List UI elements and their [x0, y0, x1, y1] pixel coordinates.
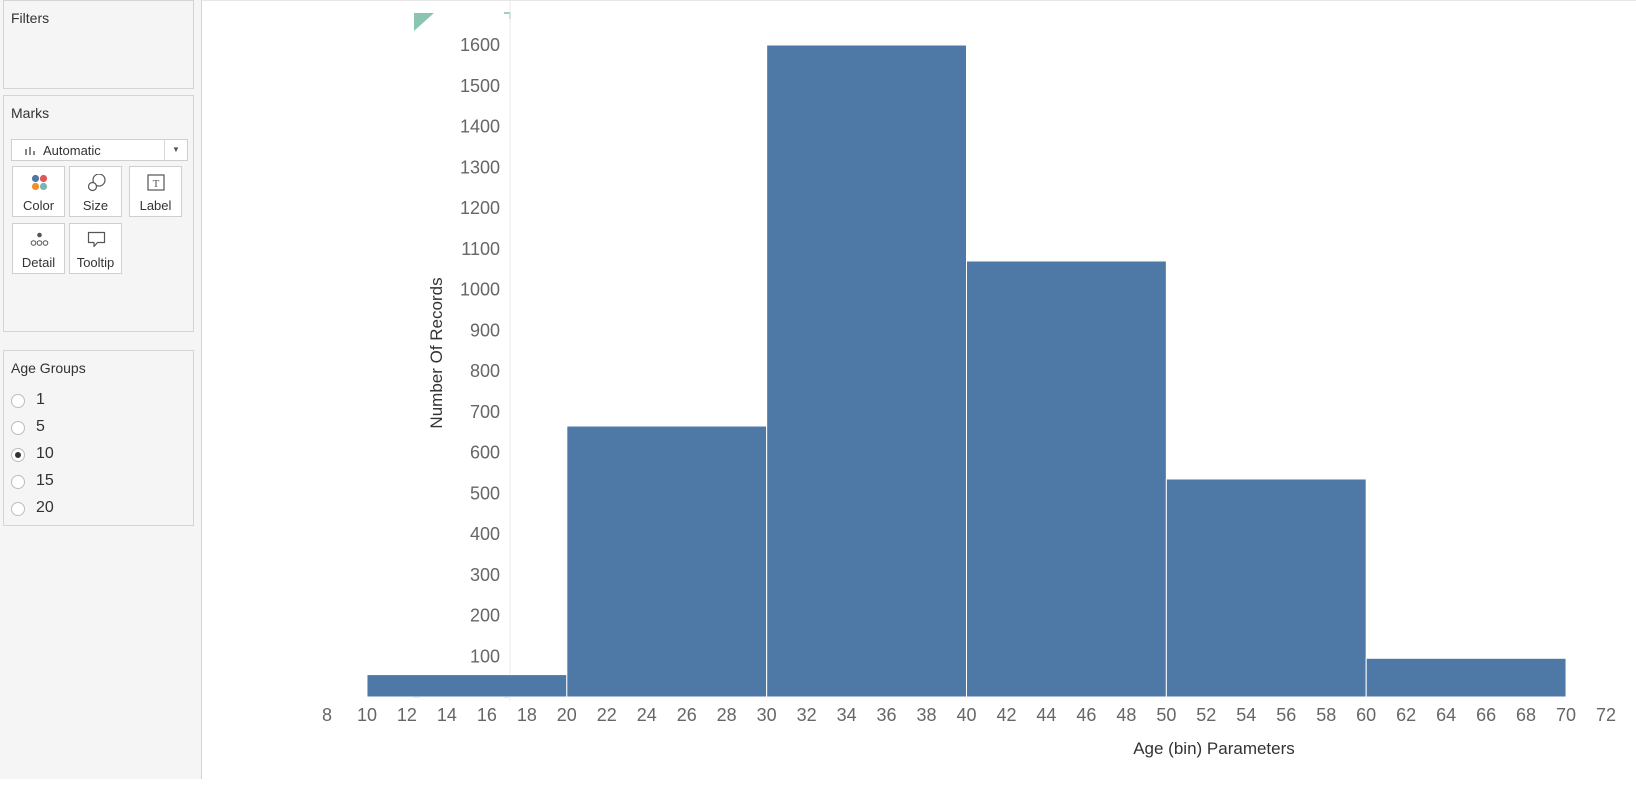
chart-area: 100 200 300 400 500 600 700 800 900 1000 1100 1200 1… [202, 0, 1636, 779]
age-groups-card: Age Groups 1 5 10 15 20 [3, 350, 194, 526]
histogram-bar-40-50[interactable] [966, 260, 1167, 698]
filters-card[interactable]: Filters [3, 0, 194, 89]
radio-button[interactable] [11, 394, 25, 408]
marks-card: Marks Automatic ▼ Color Siz [3, 95, 194, 332]
y-tick-label: 1200 [460, 198, 500, 218]
histogram-bar-30-40[interactable] [766, 44, 967, 698]
histogram-bar-20-30[interactable] [566, 425, 768, 698]
y-tick-label: 1500 [460, 76, 500, 96]
mark-type-value: Automatic [43, 143, 101, 158]
color-button[interactable]: Color [12, 166, 65, 217]
label-button[interactable]: T Label [129, 166, 182, 217]
x-tick-label: 56 [1276, 705, 1296, 725]
color-label: Color [22, 198, 55, 213]
y-tick-label: 400 [470, 524, 500, 544]
x-tick-label: 48 [1116, 705, 1136, 725]
radio-label: 10 [36, 445, 54, 462]
label-label: Label [139, 198, 172, 213]
size-button[interactable]: Size [69, 166, 122, 217]
histogram-chart[interactable]: 100 200 300 400 500 600 700 800 900 1000 1100 1200 1… [202, 1, 1636, 780]
tooltip-icon [87, 231, 106, 248]
radio-label: 15 [36, 472, 54, 489]
mark-type-dropdown[interactable]: Automatic ▼ [11, 139, 188, 161]
y-tick-label: 1000 [460, 280, 500, 300]
radio-button[interactable] [11, 475, 25, 489]
svg-text:T: T [153, 178, 160, 190]
x-tick-label: 52 [1196, 705, 1216, 725]
x-tick-label: 36 [877, 705, 897, 725]
x-tick-label: 72 [1596, 705, 1616, 725]
radio-label: 20 [36, 499, 54, 516]
x-tick-label: 16 [477, 705, 497, 725]
radio-button-selected[interactable] [11, 448, 25, 462]
histogram-bar-50-60[interactable] [1165, 478, 1367, 698]
x-tick-label: 54 [1236, 705, 1256, 725]
left-pane: Filters Marks Automatic ▼ Color [0, 0, 202, 779]
x-tick-label: 64 [1436, 705, 1456, 725]
x-tick-label: 14 [437, 705, 457, 725]
y-tick-label: 800 [470, 361, 500, 381]
size-icon [87, 174, 106, 192]
marks-title: Marks [11, 105, 50, 121]
y-tick-label: 300 [470, 565, 500, 585]
histogram-bar-10-20[interactable] [366, 674, 568, 698]
radio-button[interactable] [11, 502, 25, 516]
x-tick-label: 44 [1036, 705, 1056, 725]
x-tick-label: 42 [996, 705, 1016, 725]
radio-label: 1 [36, 391, 45, 408]
x-tick-label: 20 [557, 705, 577, 725]
tooltip-label: Tooltip [76, 255, 115, 270]
x-tick-label: 66 [1476, 705, 1496, 725]
y-tick-label: 1300 [460, 157, 500, 177]
y-tick-label: 500 [470, 483, 500, 503]
chevron-down-icon[interactable]: ▼ [164, 140, 187, 160]
y-tick-label: 200 [470, 606, 500, 626]
x-tick-label: 34 [837, 705, 857, 725]
x-tick-label: 46 [1076, 705, 1096, 725]
x-tick-label: 8 [322, 705, 332, 725]
detail-icon [30, 232, 49, 246]
x-tick-label: 38 [917, 705, 937, 725]
tooltip-button[interactable]: Tooltip [69, 223, 122, 274]
size-label: Size [82, 198, 109, 213]
y-tick-label: 700 [470, 402, 500, 422]
x-tick-label: 70 [1556, 705, 1576, 725]
label-icon: T [147, 174, 165, 191]
bar-chart-icon [25, 147, 35, 155]
x-tick-label: 68 [1516, 705, 1536, 725]
y-tick-label: 600 [470, 443, 500, 463]
radio-button[interactable] [11, 421, 25, 435]
x-tick-label: 10 [357, 705, 377, 725]
x-tick-label: 28 [717, 705, 737, 725]
x-tick-label: 62 [1396, 705, 1416, 725]
x-tick-label: 26 [677, 705, 697, 725]
y-tick-label: 1100 [461, 239, 500, 259]
x-tick-label: 60 [1356, 705, 1376, 725]
x-tick-label: 12 [397, 705, 417, 725]
x-tick-label: 32 [797, 705, 817, 725]
x-tick-label: 30 [757, 705, 777, 725]
x-axis-title: Age (bin) Parameters [1133, 739, 1295, 758]
age-groups-title: Age Groups [11, 360, 86, 376]
y-axis-title: Number Of Records [427, 277, 446, 428]
y-tick-label: 900 [470, 320, 500, 340]
corner-marker-icon [414, 13, 434, 31]
detail-button[interactable]: Detail [12, 223, 65, 274]
x-tick-label: 50 [1156, 705, 1176, 725]
histogram-bar-60-70[interactable] [1365, 657, 1567, 698]
corner-bracket-icon [504, 12, 511, 19]
x-tick-label: 40 [956, 705, 976, 725]
radio-label: 5 [36, 418, 45, 435]
color-icon [31, 174, 48, 191]
x-tick-label: 24 [637, 705, 657, 725]
x-tick-label: 22 [597, 705, 617, 725]
y-tick-label: 100 [470, 646, 500, 666]
x-tick-label: 58 [1316, 705, 1336, 725]
filters-title: Filters [11, 10, 50, 26]
detail-label: Detail [21, 255, 56, 270]
y-tick-label: 1600 [460, 35, 500, 55]
x-tick-label: 18 [517, 705, 537, 725]
y-tick-label: 1400 [460, 117, 500, 137]
